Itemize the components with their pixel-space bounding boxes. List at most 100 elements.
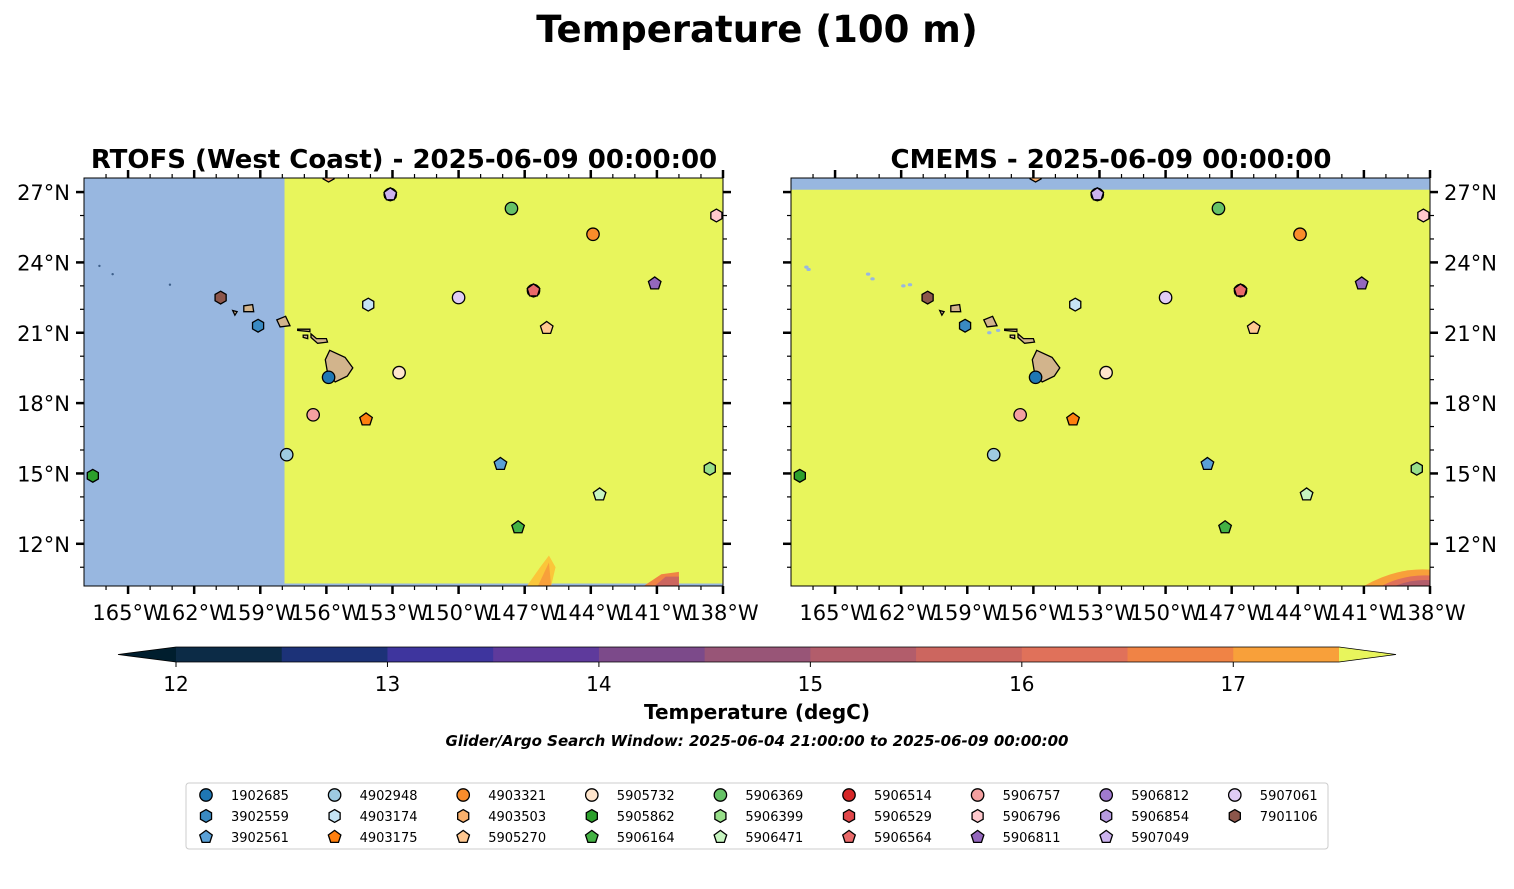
- float-marker-5905732: [1099, 365, 1113, 380]
- legend: 1902685 3902559 3902561 4902948 4903174 49031…: [185, 782, 1329, 850]
- cmems-shallow-water: [806, 267, 811, 272]
- float-marker-5906399: [1410, 461, 1423, 476]
- legend-marker-5905732: [584, 788, 599, 802]
- float-marker-5906796: [710, 208, 723, 223]
- legend-marker-5906564: [841, 829, 857, 843]
- float-marker-5906399: [703, 461, 716, 476]
- x-tick-label: 147°W: [1196, 601, 1268, 625]
- legend-label-5906854: 5906854: [1131, 810, 1189, 825]
- colorbar-bin: [493, 647, 600, 662]
- rtofs-reef-speck: [98, 264, 101, 268]
- float-marker-7901106: [921, 290, 934, 305]
- rtofs-warm-feature: [654, 576, 679, 586]
- legend-label-5906514: 5906514: [874, 789, 932, 804]
- colorbar-bin: [598, 647, 706, 662]
- float-marker-5905732: [392, 365, 406, 380]
- x-tick-label: 162°W: [158, 601, 230, 625]
- legend-item-5906854: 5906854: [1100, 808, 1189, 825]
- legend-item-3902561: 3902561: [198, 829, 289, 846]
- float-marker-3902561: [1200, 456, 1215, 471]
- island-land: [1017, 332, 1036, 344]
- cmems-map-panel: CMEMS - 2025-06-09 00:00:00 165°W162°W15…: [783, 145, 1497, 625]
- colorbar-tick-label: 16: [1009, 672, 1034, 696]
- legend-marker-5906164: [584, 829, 599, 843]
- y-tick-label: 27°N: [1444, 181, 1497, 205]
- colorbar-tick-label: 13: [375, 672, 400, 696]
- legend-item-3902559: 3902559: [199, 808, 289, 825]
- float-marker-5907061: [451, 290, 466, 305]
- colorbar-tick-label: 12: [163, 672, 188, 696]
- island-land: [231, 309, 239, 317]
- island-land: [1004, 328, 1018, 333]
- colorbar-bin: [1021, 647, 1129, 662]
- rtofs-map-frame: [83, 177, 724, 587]
- float-marker-5907061: [1158, 290, 1173, 305]
- legend-item-5906811: 5906811: [970, 829, 1061, 846]
- float-marker-1902685: [321, 370, 336, 385]
- y-tick-label: 18°N: [1444, 392, 1497, 416]
- legend-label-5906471: 5906471: [745, 831, 803, 846]
- float-marker-5906796: [1417, 208, 1430, 223]
- colorbar-bin: [387, 647, 494, 662]
- float-marker-7901106: [214, 290, 227, 305]
- legend-label-5907049: 5907049: [1131, 831, 1189, 846]
- legend-box: [185, 782, 1329, 850]
- legend-marker-4903174: [328, 808, 341, 824]
- legend-label-4903503: 4903503: [488, 810, 546, 825]
- cmems-shallow-water: [804, 265, 809, 269]
- legend-item-5906796: 5906796: [971, 808, 1061, 825]
- float-marker-4903175: [358, 412, 374, 426]
- legend-item-5905862: 5905862: [585, 808, 675, 825]
- float-marker-5906811: [1354, 276, 1369, 290]
- x-tick-label: 159°W: [932, 601, 1004, 625]
- cmems-shallow-water: [865, 272, 871, 276]
- legend-label-5906811: 5906811: [1003, 831, 1061, 846]
- island-land: [938, 309, 946, 317]
- float-marker-5905862: [793, 468, 807, 483]
- legend-marker-5905270: [456, 829, 471, 843]
- island-land: [275, 315, 291, 328]
- legend-item-5906812: 5906812: [1099, 788, 1189, 804]
- legend-label-3902561: 3902561: [231, 831, 289, 846]
- colorbar-bin: [281, 647, 388, 662]
- legend-item-7901106: 7901106: [1228, 808, 1318, 825]
- legend-marker-5906529: [842, 808, 856, 824]
- legend-marker-5906757: [970, 788, 985, 802]
- legend-label-5905862: 5905862: [617, 810, 675, 825]
- float-marker-1902685: [1028, 370, 1043, 385]
- float-marker-4903503: [322, 178, 335, 183]
- x-tick-label: 144°W: [1262, 601, 1334, 625]
- legend-label-5906757: 5906757: [1003, 789, 1061, 804]
- colorbar-extend-low: [118, 647, 176, 662]
- legend-label-5905732: 5905732: [617, 789, 675, 804]
- legend-label-5906164: 5906164: [617, 831, 675, 846]
- legend-label-5906369: 5906369: [745, 789, 803, 804]
- y-tick-label: 24°N: [1444, 251, 1497, 275]
- x-tick-label: 153°W: [357, 601, 429, 625]
- island-land: [1009, 334, 1016, 340]
- float-marker-5906471: [1299, 487, 1314, 501]
- y-tick-label: 12°N: [17, 533, 70, 557]
- colorbar-tick-label: 17: [1221, 672, 1246, 696]
- colorbar-bin: [810, 647, 917, 662]
- x-tick-label: 162°W: [865, 601, 937, 625]
- legend-marker-4903175: [327, 829, 342, 843]
- colorbar-bin: [916, 647, 1023, 662]
- legend-marker-5906369: [713, 788, 728, 802]
- float-marker-4902948: [986, 447, 1001, 462]
- legend-label-4903174: 4903174: [360, 810, 418, 825]
- legend-label-7901106: 7901106: [1260, 810, 1318, 825]
- y-tick-label: 24°N: [17, 251, 70, 275]
- legend-item-5905270: 5905270: [456, 829, 546, 846]
- legend-label-5906529: 5906529: [874, 810, 932, 825]
- x-tick-label: 138°W: [1394, 601, 1466, 625]
- legend-marker-1902685: [199, 788, 213, 802]
- island-land: [302, 334, 309, 340]
- float-marker-4903174: [362, 297, 375, 312]
- rtofs-map-area: [84, 178, 723, 586]
- legend-marker-5905862: [585, 808, 598, 824]
- legend-item-4903321: 4903321: [456, 788, 546, 804]
- float-marker-4903321: [1293, 227, 1307, 242]
- float-marker-5906757: [306, 407, 321, 422]
- rtofs-no-data-strip: [284, 583, 723, 586]
